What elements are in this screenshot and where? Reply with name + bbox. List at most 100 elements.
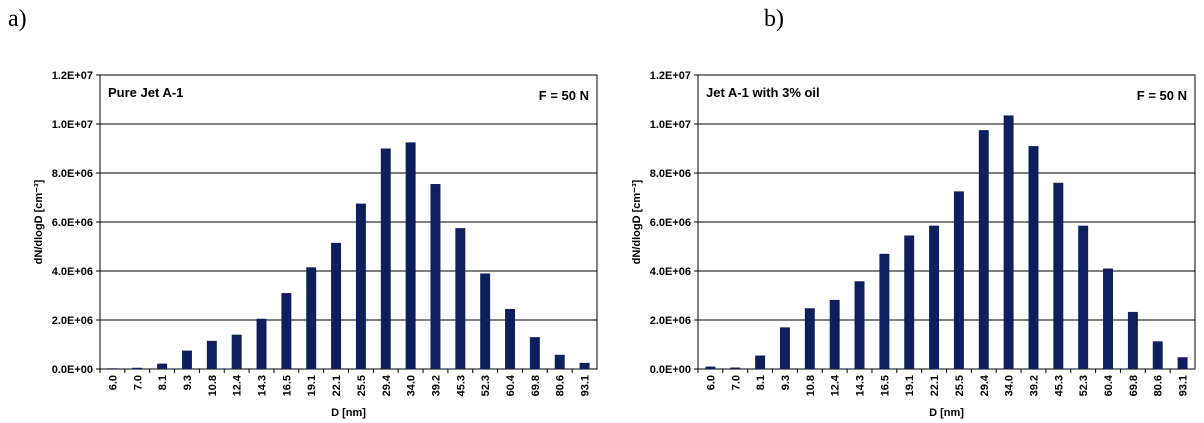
y-tick-label: 2.0E+06 bbox=[52, 315, 93, 327]
bar-8.1 bbox=[755, 355, 766, 369]
x-tick-label: 9.3 bbox=[182, 375, 194, 390]
y-tick-label: 6.0E+06 bbox=[650, 217, 691, 229]
y-tick-label: 0.0E+00 bbox=[52, 364, 93, 376]
x-tick-label: 9.3 bbox=[780, 375, 792, 390]
x-tick-label: 10.8 bbox=[207, 375, 219, 396]
bar-29.4 bbox=[380, 148, 391, 369]
bar-34.0 bbox=[1003, 115, 1014, 369]
x-tick-label: 19.1 bbox=[306, 375, 318, 396]
bar-7.0 bbox=[730, 367, 741, 369]
bar-16.5 bbox=[879, 253, 890, 369]
x-tick-label: 69.8 bbox=[1128, 375, 1140, 396]
y-tick-label: 0.0E+00 bbox=[650, 364, 691, 376]
x-tick-label: 80.6 bbox=[1153, 375, 1165, 396]
bar-80.6 bbox=[554, 354, 565, 369]
bar-10.8 bbox=[206, 340, 217, 369]
bar-93.1 bbox=[579, 362, 590, 369]
bar-19.1 bbox=[904, 235, 915, 369]
x-tick-label: 12.4 bbox=[830, 374, 842, 396]
x-tick-label: 93.1 bbox=[580, 375, 592, 396]
bar-80.6 bbox=[1152, 341, 1163, 369]
bar-16.5 bbox=[281, 293, 292, 369]
bar-10.8 bbox=[804, 308, 815, 369]
panel-label-b: b) bbox=[764, 6, 784, 32]
panel-label-a: a) bbox=[8, 6, 27, 32]
y-tick-label: 8.0E+06 bbox=[52, 168, 93, 180]
x-tick-label: 22.1 bbox=[929, 375, 941, 396]
x-tick-label: 52.3 bbox=[1078, 375, 1090, 396]
x-tick-label: 19.1 bbox=[904, 375, 916, 396]
annotation-force: F = 50 N bbox=[539, 88, 589, 103]
bar-29.4 bbox=[978, 130, 989, 369]
x-tick-label: 6.0 bbox=[107, 375, 119, 390]
x-tick-label: 52.3 bbox=[480, 375, 492, 396]
x-tick-label: 80.6 bbox=[555, 375, 567, 396]
bar-22.1 bbox=[929, 225, 940, 369]
x-tick-label: 60.4 bbox=[1103, 374, 1115, 396]
x-tick-label: 34.0 bbox=[406, 375, 418, 396]
x-tick-label: 8.1 bbox=[157, 375, 169, 390]
x-tick-label: 34.0 bbox=[1004, 375, 1016, 396]
y-tick-label: 4.0E+06 bbox=[650, 266, 691, 278]
bar-6.0 bbox=[705, 366, 716, 369]
x-tick-label: 60.4 bbox=[505, 374, 517, 396]
annotation-sample: Jet A-1 with 3% oil bbox=[706, 85, 820, 100]
x-axis-title: D [nm] bbox=[331, 407, 366, 419]
y-tick-label: 4.0E+06 bbox=[52, 266, 93, 278]
x-tick-label: 25.5 bbox=[356, 375, 368, 396]
y-tick-label: 1.0E+07 bbox=[52, 119, 93, 131]
bar-60.4 bbox=[1103, 268, 1113, 369]
bar-34.0 bbox=[405, 142, 416, 369]
bar-7.0 bbox=[132, 367, 143, 369]
y-tick-label: 1.2E+07 bbox=[650, 70, 691, 82]
annotation-sample: Pure Jet A-1 bbox=[108, 85, 183, 100]
x-tick-label: 16.5 bbox=[879, 375, 891, 396]
y-tick-label: 2.0E+06 bbox=[650, 315, 691, 327]
bar-45.3 bbox=[455, 228, 466, 369]
bar-93.1 bbox=[1177, 357, 1188, 369]
bar-9.3 bbox=[780, 327, 790, 369]
y-axis-title: dN/dlogD [cm⁻³] bbox=[631, 179, 643, 264]
x-tick-label: 93.1 bbox=[1178, 375, 1190, 396]
bar-39.2 bbox=[430, 184, 441, 369]
x-tick-label: 16.5 bbox=[281, 375, 293, 396]
x-tick-label: 22.1 bbox=[331, 375, 343, 396]
bar-6.0 bbox=[107, 368, 118, 369]
x-tick-label: 7.0 bbox=[730, 375, 742, 390]
bar-12.4 bbox=[829, 299, 840, 369]
x-tick-label: 39.2 bbox=[1028, 375, 1040, 396]
bar-69.8 bbox=[529, 337, 540, 369]
x-tick-label: 29.4 bbox=[381, 374, 393, 396]
x-tick-label: 45.3 bbox=[455, 375, 467, 396]
bar-52.3 bbox=[1078, 225, 1089, 369]
y-tick-label: 8.0E+06 bbox=[650, 168, 691, 180]
y-tick-label: 1.0E+07 bbox=[650, 119, 691, 131]
bar-19.1 bbox=[306, 267, 317, 369]
x-tick-label: 45.3 bbox=[1053, 375, 1065, 396]
bar-60.4 bbox=[505, 308, 515, 369]
x-tick-label: 39.2 bbox=[430, 375, 442, 396]
x-tick-label: 12.4 bbox=[232, 374, 244, 396]
bar-45.3 bbox=[1053, 182, 1064, 369]
x-tick-label: 7.0 bbox=[132, 375, 144, 390]
bar-69.8 bbox=[1127, 311, 1138, 369]
x-tick-label: 10.8 bbox=[805, 375, 817, 396]
bar-12.4 bbox=[231, 334, 242, 369]
bar-22.1 bbox=[331, 242, 342, 369]
bar-39.2 bbox=[1028, 146, 1039, 369]
y-axis-title: dN/dlogD [cm⁻³] bbox=[33, 179, 45, 264]
y-tick-label: 1.2E+07 bbox=[52, 70, 93, 82]
bar-25.5 bbox=[355, 203, 366, 369]
y-tick-label: 6.0E+06 bbox=[52, 217, 93, 229]
bar-9.3 bbox=[182, 350, 192, 369]
chart-b: 0.0E+00 2.0E+06 4.0E+06 6.0E+06 8.0E+06 1.0E+… bbox=[631, 70, 1196, 419]
x-tick-label: 69.8 bbox=[530, 375, 542, 396]
bar-14.3 bbox=[256, 318, 267, 369]
x-tick-label: 25.5 bbox=[954, 375, 966, 396]
bar-52.3 bbox=[480, 273, 491, 369]
x-axis-title: D [nm] bbox=[929, 407, 964, 419]
x-tick-label: 29.4 bbox=[979, 374, 991, 396]
chart-a: 0.0E+00 2.0E+06 4.0E+06 6.0E+06 8.0E+06 1.0E+… bbox=[33, 70, 598, 419]
bar-25.5 bbox=[953, 191, 964, 369]
annotation-force: F = 50 N bbox=[1137, 88, 1187, 103]
